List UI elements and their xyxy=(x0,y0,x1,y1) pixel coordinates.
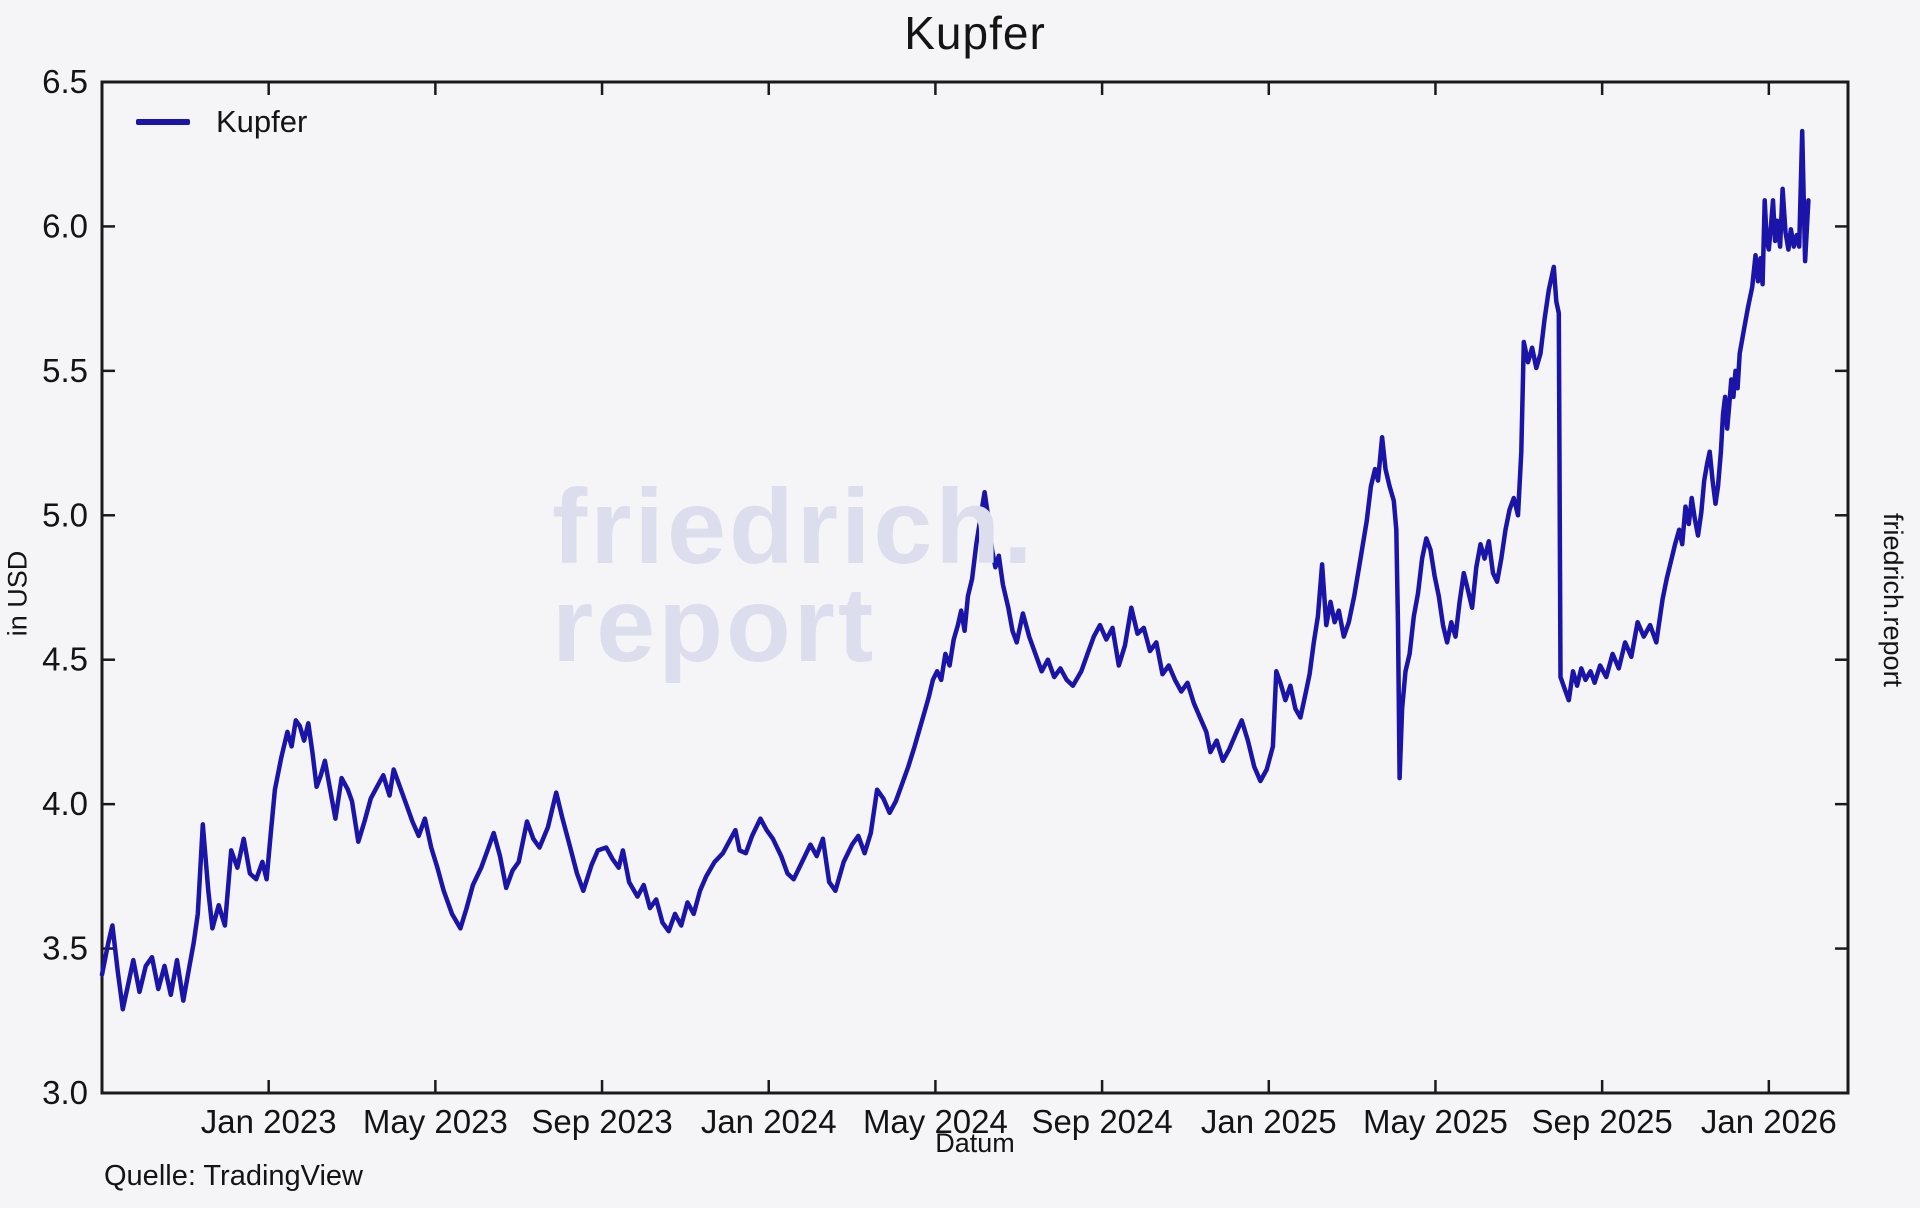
x-tick-label: Jan 2023 xyxy=(201,1103,337,1140)
y-tick-label: 4.0 xyxy=(42,785,88,822)
y-tick-label: 5.0 xyxy=(42,496,88,533)
price-line-kupfer xyxy=(99,128,1811,1012)
x-tick-label: May 2023 xyxy=(363,1103,508,1140)
y-tick-label: 4.5 xyxy=(42,641,88,678)
x-tick-label: Sep 2024 xyxy=(1031,1103,1172,1140)
axes-frame xyxy=(100,80,1850,1095)
y-tick-label: 6.5 xyxy=(42,63,88,100)
source-note: Quelle: TradingView xyxy=(104,1160,364,1192)
y-tick-label: 3.0 xyxy=(42,1074,88,1111)
x-tick-label: May 2025 xyxy=(1363,1103,1508,1140)
y-tick-label: 3.5 xyxy=(42,930,88,967)
legend-label: Kupfer xyxy=(216,104,308,139)
x-tick-label: Sep 2023 xyxy=(531,1103,672,1140)
y-tick-label: 6.0 xyxy=(42,207,88,244)
x-tick-label: May 2024 xyxy=(863,1103,1008,1140)
legend-line-sample xyxy=(136,119,190,125)
x-tick-label: Jan 2024 xyxy=(701,1103,837,1140)
x-tick-label: Jan 2025 xyxy=(1201,1103,1337,1140)
x-tick-label: Jan 2026 xyxy=(1701,1103,1837,1140)
legend: Kupfer xyxy=(136,104,307,140)
x-tick-label: Sep 2025 xyxy=(1531,1103,1672,1140)
x-axis-title: Datum xyxy=(935,1128,1015,1158)
chart-title: Kupfer xyxy=(904,7,1046,59)
y-axis-title: in USD xyxy=(2,550,33,637)
y-tick-label: 5.5 xyxy=(42,352,88,389)
watermark-side: friedrich.report xyxy=(1878,512,1908,688)
